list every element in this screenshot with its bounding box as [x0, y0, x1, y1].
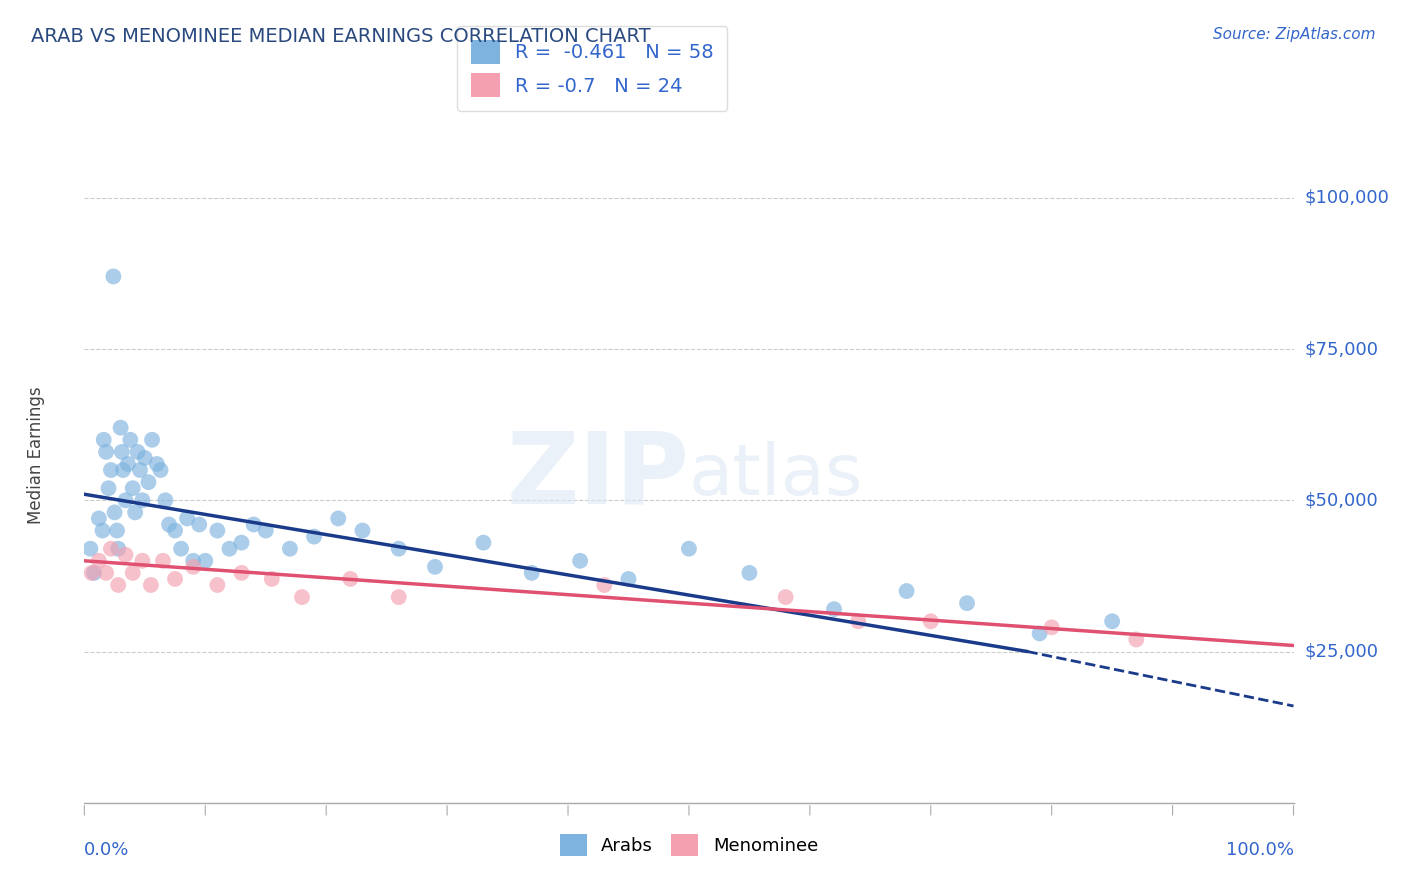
Point	[134, 450, 156, 465]
Point	[149, 463, 172, 477]
Point	[121, 481, 143, 495]
Point	[111, 445, 134, 459]
Point	[107, 541, 129, 556]
Point	[157, 517, 180, 532]
Point	[260, 572, 283, 586]
Point	[388, 541, 411, 556]
Point	[339, 572, 361, 586]
Point	[569, 554, 592, 568]
Point	[956, 596, 979, 610]
Point	[152, 554, 174, 568]
Point	[846, 615, 869, 629]
Point	[207, 578, 229, 592]
Point	[1101, 615, 1123, 629]
Point	[127, 445, 149, 459]
Point	[79, 541, 101, 556]
Point	[254, 524, 277, 538]
Point	[388, 590, 411, 604]
Legend: Arabs, Menominee: Arabs, Menominee	[553, 827, 825, 863]
Point	[775, 590, 797, 604]
Point	[83, 566, 105, 580]
Point	[131, 554, 153, 568]
Point	[129, 463, 152, 477]
Point	[107, 578, 129, 592]
Point	[103, 269, 125, 284]
Point	[165, 524, 187, 538]
Text: 100.0%: 100.0%	[1226, 841, 1294, 859]
Point	[231, 535, 253, 549]
Point	[176, 511, 198, 525]
Point	[1125, 632, 1147, 647]
Point	[141, 433, 163, 447]
Point	[1040, 620, 1063, 634]
Point	[472, 535, 495, 549]
Point	[352, 524, 374, 538]
Text: $25,000: $25,000	[1305, 642, 1379, 661]
Point	[100, 541, 122, 556]
Point	[302, 530, 325, 544]
Point	[120, 433, 142, 447]
Text: ZIP: ZIP	[506, 427, 689, 524]
Point	[920, 615, 942, 629]
Point	[291, 590, 314, 604]
Point	[188, 517, 211, 532]
Point	[278, 541, 301, 556]
Point	[139, 578, 162, 592]
Point	[194, 554, 217, 568]
Point	[738, 566, 761, 580]
Point	[104, 505, 127, 519]
Point	[105, 524, 128, 538]
Point	[170, 541, 193, 556]
Point	[124, 505, 146, 519]
Point	[181, 559, 204, 574]
Point	[1028, 626, 1050, 640]
Point	[231, 566, 253, 580]
Text: atlas: atlas	[689, 442, 863, 510]
Point	[593, 578, 616, 592]
Point	[87, 554, 110, 568]
Point	[110, 420, 132, 434]
Text: Source: ZipAtlas.com: Source: ZipAtlas.com	[1212, 27, 1375, 42]
Point	[112, 463, 135, 477]
Point	[131, 493, 153, 508]
Point	[114, 548, 136, 562]
Text: $100,000: $100,000	[1305, 189, 1389, 207]
Point	[80, 566, 103, 580]
Point	[207, 524, 229, 538]
Text: $75,000: $75,000	[1305, 340, 1379, 358]
Point	[165, 572, 187, 586]
Point	[91, 524, 114, 538]
Text: 0.0%: 0.0%	[84, 841, 129, 859]
Text: Median Earnings: Median Earnings	[27, 386, 45, 524]
Point	[617, 572, 640, 586]
Point	[100, 463, 122, 477]
Point	[93, 433, 115, 447]
Point	[117, 457, 139, 471]
Point	[146, 457, 169, 471]
Point	[114, 493, 136, 508]
Point	[678, 541, 700, 556]
Point	[138, 475, 160, 490]
Point	[328, 511, 350, 525]
Text: $50,000: $50,000	[1305, 491, 1378, 509]
Point	[242, 517, 264, 532]
Point	[155, 493, 177, 508]
Point	[423, 559, 446, 574]
Point	[94, 566, 117, 580]
Point	[823, 602, 845, 616]
Point	[896, 584, 918, 599]
Text: ARAB VS MENOMINEE MEDIAN EARNINGS CORRELATION CHART: ARAB VS MENOMINEE MEDIAN EARNINGS CORREL…	[31, 27, 651, 45]
Point	[87, 511, 110, 525]
Point	[181, 554, 204, 568]
Point	[94, 445, 117, 459]
Point	[218, 541, 240, 556]
Point	[121, 566, 143, 580]
Point	[520, 566, 543, 580]
Point	[97, 481, 120, 495]
